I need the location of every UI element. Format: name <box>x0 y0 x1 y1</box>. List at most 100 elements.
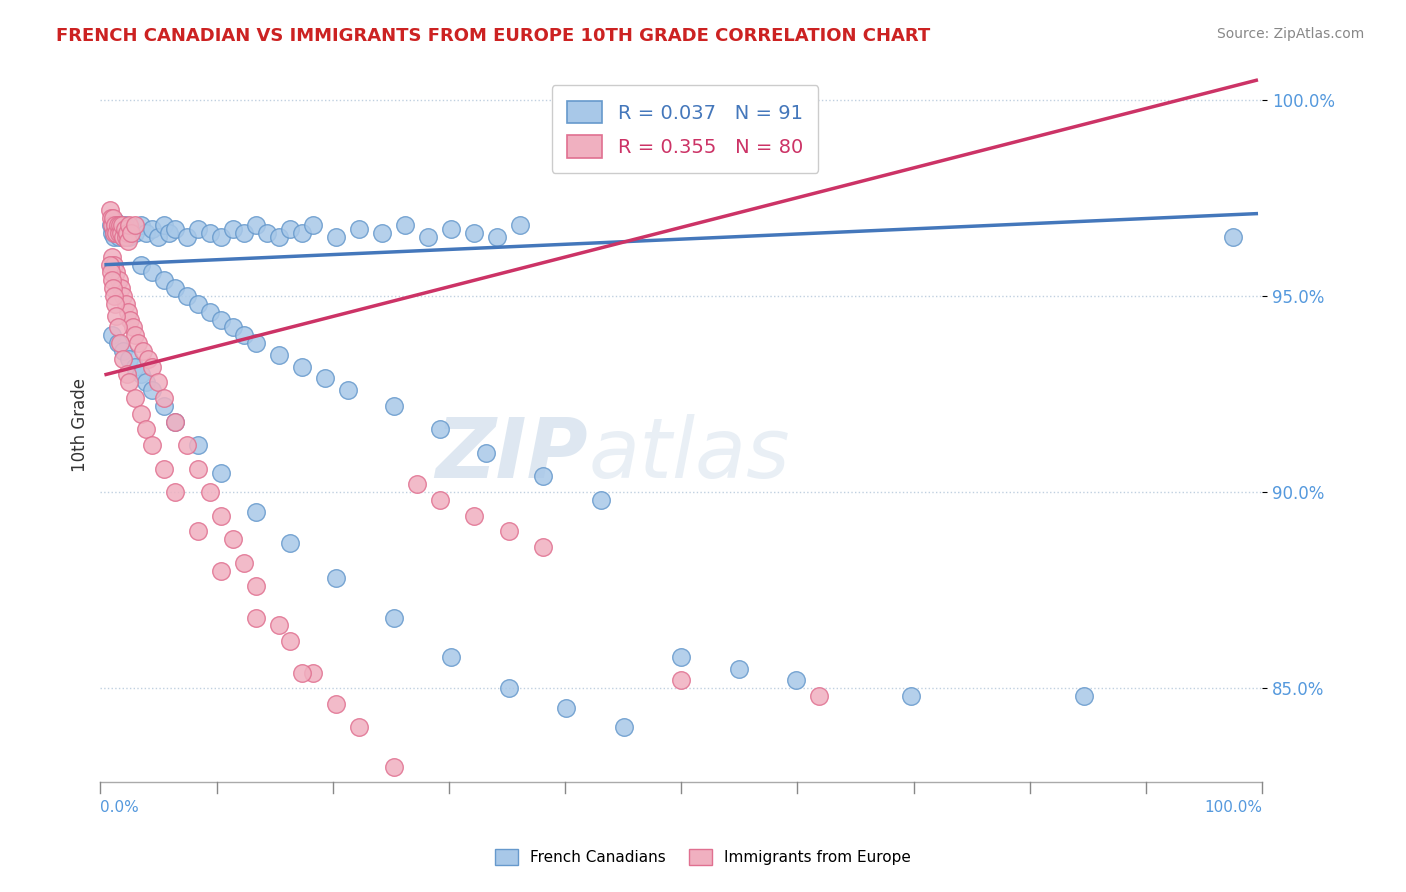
Point <box>336 383 359 397</box>
Point <box>135 422 157 436</box>
Point <box>808 689 831 703</box>
Point <box>146 230 169 244</box>
Point <box>187 222 209 236</box>
Point <box>108 336 131 351</box>
Point <box>111 219 134 233</box>
Point <box>325 571 347 585</box>
Point <box>107 336 129 351</box>
Point <box>245 579 267 593</box>
Point <box>302 665 325 680</box>
Point <box>136 351 159 366</box>
Point <box>110 281 132 295</box>
Point <box>103 258 125 272</box>
Point <box>198 485 221 500</box>
Point <box>291 359 314 374</box>
Point <box>900 689 922 703</box>
Point <box>371 227 394 241</box>
Point <box>101 250 124 264</box>
Point <box>785 673 807 688</box>
Point <box>394 219 416 233</box>
Point <box>221 222 243 236</box>
Point <box>256 227 278 241</box>
Point <box>114 297 136 311</box>
Point <box>120 222 142 236</box>
Point <box>613 721 636 735</box>
Point <box>325 697 347 711</box>
Point <box>118 230 141 244</box>
Point <box>267 348 290 362</box>
Point <box>165 415 187 429</box>
Point <box>107 219 129 233</box>
Point <box>141 359 163 374</box>
Point <box>176 230 198 244</box>
Point <box>146 376 169 390</box>
Point <box>267 618 290 632</box>
Point <box>112 351 135 366</box>
Point <box>498 681 520 696</box>
Point <box>209 564 232 578</box>
Point <box>669 673 692 688</box>
Point <box>132 343 155 358</box>
Point <box>165 485 187 500</box>
Point <box>302 219 325 233</box>
Point <box>124 359 146 374</box>
Point <box>245 336 267 351</box>
Point <box>141 383 163 397</box>
Point <box>120 312 142 326</box>
Point <box>474 446 496 460</box>
Point <box>278 634 301 648</box>
Point <box>531 540 554 554</box>
Point <box>103 289 125 303</box>
Point <box>105 309 128 323</box>
Point <box>245 610 267 624</box>
Point <box>105 227 128 241</box>
Point <box>100 211 122 225</box>
Point <box>278 222 301 236</box>
Point <box>101 273 124 287</box>
Point <box>114 222 136 236</box>
Point <box>129 219 152 233</box>
Point <box>100 219 122 233</box>
Legend: R = 0.037   N = 91, R = 0.355   N = 80: R = 0.037 N = 91, R = 0.355 N = 80 <box>551 86 818 173</box>
Point <box>103 230 125 244</box>
Point <box>107 227 129 241</box>
Point <box>127 336 149 351</box>
Point <box>107 222 129 236</box>
Point <box>531 469 554 483</box>
Point <box>101 222 124 236</box>
Point <box>152 461 174 475</box>
Point <box>382 399 405 413</box>
Point <box>278 536 301 550</box>
Point <box>135 376 157 390</box>
Point <box>233 328 256 343</box>
Point <box>107 320 129 334</box>
Point <box>141 438 163 452</box>
Point <box>209 312 232 326</box>
Point <box>135 227 157 241</box>
Point <box>1222 230 1244 244</box>
Point <box>101 211 124 225</box>
Point <box>347 222 370 236</box>
Point <box>124 219 146 233</box>
Point <box>100 265 122 279</box>
Point <box>209 508 232 523</box>
Point <box>112 289 135 303</box>
Point <box>129 407 152 421</box>
Point <box>440 649 463 664</box>
Text: Source: ZipAtlas.com: Source: ZipAtlas.com <box>1216 27 1364 41</box>
Point <box>187 438 209 452</box>
Point <box>498 524 520 539</box>
Point <box>429 493 451 508</box>
Point <box>165 222 187 236</box>
Point <box>198 304 221 318</box>
Point <box>121 320 143 334</box>
Point <box>245 505 267 519</box>
Point <box>108 219 131 233</box>
Point <box>382 760 405 774</box>
Point <box>107 230 129 244</box>
Point <box>209 230 232 244</box>
Point <box>118 219 141 233</box>
Point <box>118 376 141 390</box>
Point <box>120 227 142 241</box>
Point <box>165 281 187 295</box>
